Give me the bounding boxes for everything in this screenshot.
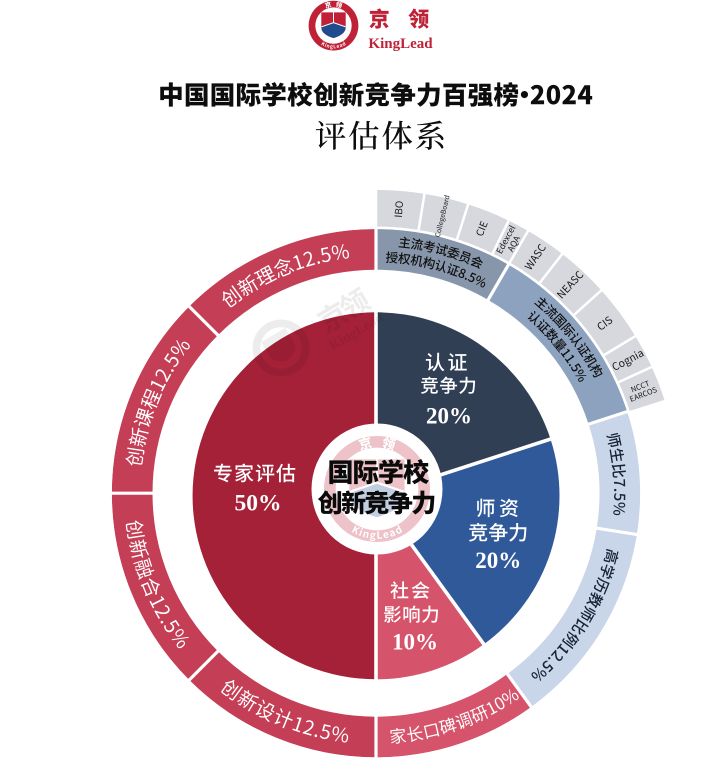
svg-text:10%: 10% [392,629,438,654]
svg-text:50%: 50% [235,491,282,517]
svg-text:20%: 20% [426,404,472,429]
svg-text:KingLead: KingLead [368,36,433,52]
svg-text:20%: 20% [475,548,521,573]
